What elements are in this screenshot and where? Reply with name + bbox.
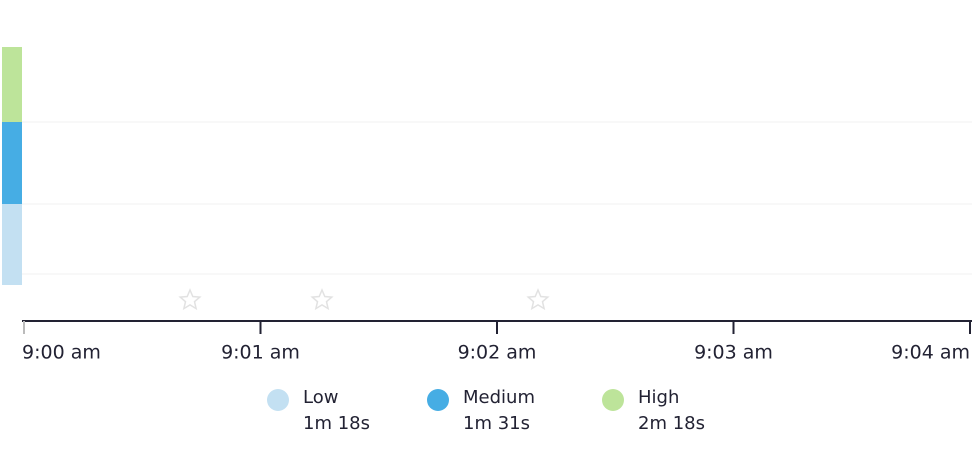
zone-band <box>2 204 22 285</box>
legend-swatch <box>267 389 289 411</box>
legend-name: Low <box>303 387 338 408</box>
x-tick-label: 9:03 am <box>694 342 773 364</box>
x-tick-label: 9:02 am <box>458 342 537 364</box>
zone-band <box>2 122 22 204</box>
x-tick-label: 9:01 am <box>221 342 300 364</box>
legend-name: High <box>638 387 679 408</box>
zone-band <box>2 47 22 122</box>
star <box>178 288 202 311</box>
legend-swatch <box>427 389 449 411</box>
legend-name: Medium <box>463 387 535 408</box>
star <box>310 288 334 311</box>
legend-duration: 2m 18s <box>638 413 705 434</box>
legend-duration: 1m 31s <box>463 413 530 434</box>
star <box>526 288 550 311</box>
stars <box>178 288 550 311</box>
legend-swatch <box>602 389 624 411</box>
x-tick-label: 9:04 am <box>891 342 970 364</box>
x-tick-label: 9:00 am <box>22 342 101 364</box>
legend-duration: 1m 18s <box>303 413 370 434</box>
